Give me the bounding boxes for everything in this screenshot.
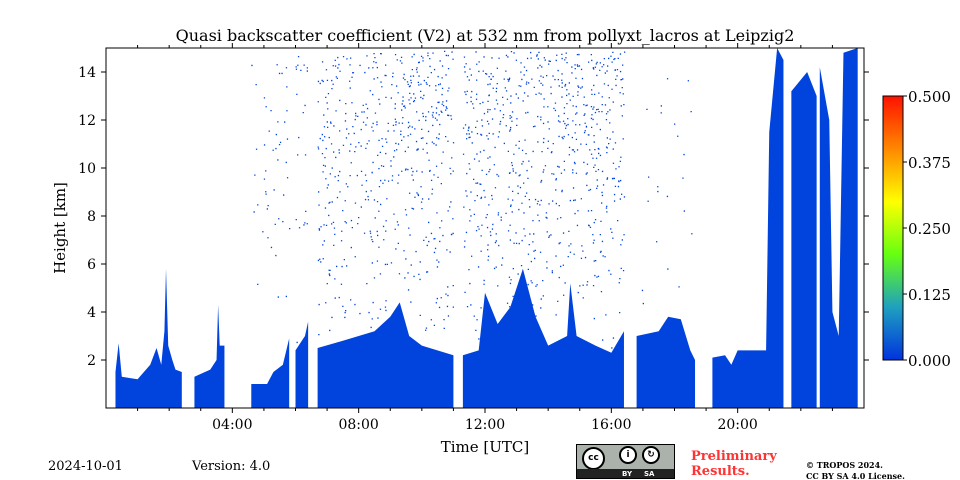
sa-label: SA	[644, 470, 655, 478]
sa-share-icon: ↻	[642, 446, 660, 464]
y-axis-label: Height [km]	[51, 182, 69, 274]
axis-ticks: 04:00 08:00 12:00 16:00 20:00 2 4 6 8 10 12 14	[78, 43, 869, 433]
y-tick-label: 2	[87, 353, 96, 369]
y-tick-label: 14	[78, 65, 96, 81]
x-tick-label: 08:00	[338, 417, 378, 433]
y-tick-label: 12	[78, 113, 96, 129]
colorbar	[882, 95, 904, 361]
colorbar-tick-label: 0.500	[908, 88, 951, 106]
x-tick-label: 04:00	[212, 417, 252, 433]
copyright-note: © TROPOS 2024. CC BY SA 4.0 License.	[806, 460, 905, 480]
signal-layer	[115, 48, 858, 408]
signal-segment	[194, 304, 225, 408]
colorbar-tick-label: 0.375	[908, 154, 951, 172]
signal-segment	[819, 48, 858, 408]
copyright-line-2: CC BY SA 4.0 License.	[806, 471, 905, 480]
signal-segment	[791, 72, 817, 408]
noise-points	[251, 50, 693, 349]
signal-segment	[115, 268, 182, 408]
colorbar-ticks: 0.000 0.125 0.250 0.375 0.500	[903, 88, 951, 370]
signal-segment	[462, 268, 624, 408]
signal-segment	[712, 48, 784, 408]
x-tick-label: 12:00	[465, 417, 505, 433]
colorbar-tick-label: 0.000	[908, 352, 951, 370]
preliminary-results-note: Preliminary Results.	[691, 449, 777, 479]
noise-speckles	[251, 50, 693, 349]
signal-segment	[295, 321, 309, 408]
signal-segment	[251, 338, 290, 408]
y-tick-label: 6	[87, 257, 96, 273]
preliminary-line-2: Results.	[691, 464, 750, 479]
colorbar-tick-label: 0.250	[908, 220, 951, 238]
cc-icon: cc	[582, 447, 605, 470]
signal-segment	[636, 316, 696, 408]
x-tick-label: 16:00	[591, 417, 631, 433]
signal-segment	[317, 302, 454, 408]
x-axis-label: Time [UTC]	[440, 438, 530, 456]
by-label: BY	[622, 470, 633, 478]
colorbar-tick-label: 0.125	[908, 286, 951, 304]
y-tick-label: 10	[78, 161, 96, 177]
cc-bar	[577, 469, 674, 478]
copyright-line-1: © TROPOS 2024.	[806, 460, 883, 470]
version-label: Version: 4.0	[192, 459, 271, 474]
by-person-icon: i	[619, 446, 637, 464]
preliminary-line-1: Preliminary	[691, 449, 777, 464]
chart-title: Quasi backscatter coefficient (V2) at 53…	[175, 26, 795, 45]
y-tick-label: 4	[87, 305, 96, 321]
x-tick-label: 20:00	[717, 417, 757, 433]
date-label: 2024-10-01	[48, 459, 123, 474]
y-tick-label: 8	[87, 209, 96, 225]
cc-license-badge: cc i ↻ BY SA	[576, 444, 675, 479]
